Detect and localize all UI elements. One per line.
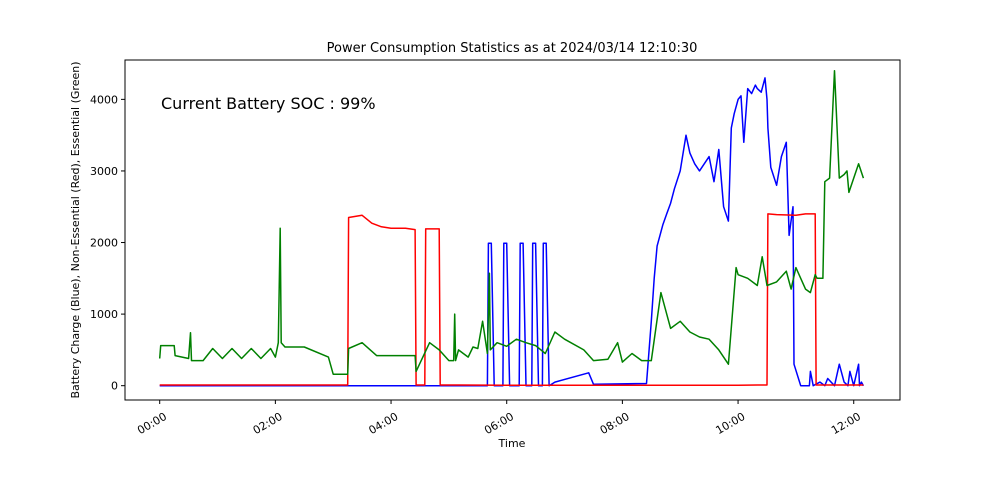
y-tick-label: 3000 xyxy=(90,165,118,178)
x-tick-label: 08:00 xyxy=(598,410,632,437)
x-tick-label: 00:00 xyxy=(135,410,169,437)
y-tick-label: 1000 xyxy=(90,308,118,321)
axes-frame xyxy=(124,59,901,401)
series-line-1 xyxy=(159,213,864,387)
y-tick-label: 2000 xyxy=(90,237,118,250)
y-tick-label: 4000 xyxy=(90,93,118,106)
series-line-2 xyxy=(158,69,865,375)
x-tick-label: 12:00 xyxy=(829,410,863,437)
y-axis: 0 1000 2000 3000 4000 xyxy=(90,93,125,393)
battery-soc-annotation: Current Battery SOC : 99% xyxy=(161,94,376,113)
x-axis-label: Time xyxy=(498,437,526,450)
x-tick-label: 02:00 xyxy=(251,410,285,437)
x-tick-label: 04:00 xyxy=(366,410,400,437)
x-tick-label: 06:00 xyxy=(482,410,516,437)
x-axis: 00:00 02:00 04:00 06:00 08:00 10:00 12:00 xyxy=(135,400,863,437)
x-tick-label: 10:00 xyxy=(713,410,747,437)
plot-area xyxy=(158,69,865,387)
y-axis-label: Battery Charge (Blue), Non-Essential (Re… xyxy=(69,62,82,399)
series-line-0 xyxy=(159,77,865,387)
y-tick-label: 0 xyxy=(111,380,118,393)
chart-title: Power Consumption Statistics as at 2024/… xyxy=(327,41,698,56)
